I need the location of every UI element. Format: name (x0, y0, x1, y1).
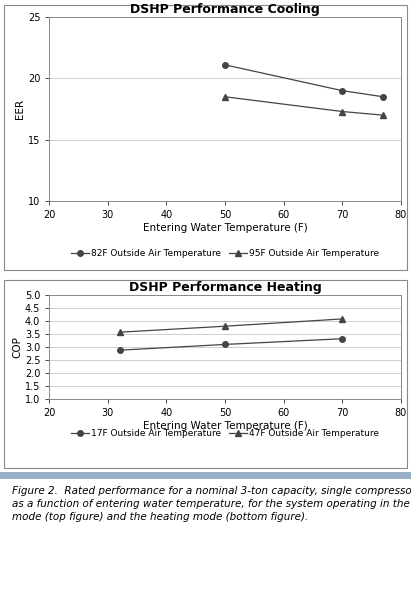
82F Outside Air Temperature (381, 93, 386, 101)
Line: 82F Outside Air Temperature: 82F Outside Air Temperature (222, 62, 386, 99)
Legend: 82F Outside Air Temperature, 95F Outside Air Temperature: 82F Outside Air Temperature, 95F Outside… (68, 246, 382, 261)
82F Outside Air Temperature (223, 61, 228, 68)
Line: 95F Outside Air Temperature: 95F Outside Air Temperature (222, 94, 386, 118)
17F Outside Air Temperature (223, 341, 228, 348)
X-axis label: Entering Water Temperature (F): Entering Water Temperature (F) (143, 421, 307, 431)
Line: 47F Outside Air Temperature: 47F Outside Air Temperature (117, 316, 345, 335)
Title: DSHP Performance Cooling: DSHP Performance Cooling (130, 3, 320, 16)
Title: DSHP Performance Heating: DSHP Performance Heating (129, 281, 321, 294)
95F Outside Air Temperature (223, 93, 228, 101)
17F Outside Air Temperature (340, 335, 345, 342)
95F Outside Air Temperature (381, 111, 386, 119)
47F Outside Air Temperature (117, 329, 122, 336)
17F Outside Air Temperature (117, 347, 122, 354)
Line: 17F Outside Air Temperature: 17F Outside Air Temperature (117, 336, 345, 353)
82F Outside Air Temperature (340, 87, 345, 94)
95F Outside Air Temperature (340, 108, 345, 115)
Legend: 17F Outside Air Temperature, 47F Outside Air Temperature: 17F Outside Air Temperature, 47F Outside… (68, 426, 382, 441)
47F Outside Air Temperature (340, 315, 345, 322)
Text: Figure 2.  Rated performance for a nominal 3-ton capacity, single compressor DSH: Figure 2. Rated performance for a nomina… (12, 486, 411, 522)
Y-axis label: COP: COP (12, 336, 22, 358)
Y-axis label: EER: EER (15, 99, 25, 119)
X-axis label: Entering Water Temperature (F): Entering Water Temperature (F) (143, 223, 307, 233)
47F Outside Air Temperature (223, 323, 228, 330)
